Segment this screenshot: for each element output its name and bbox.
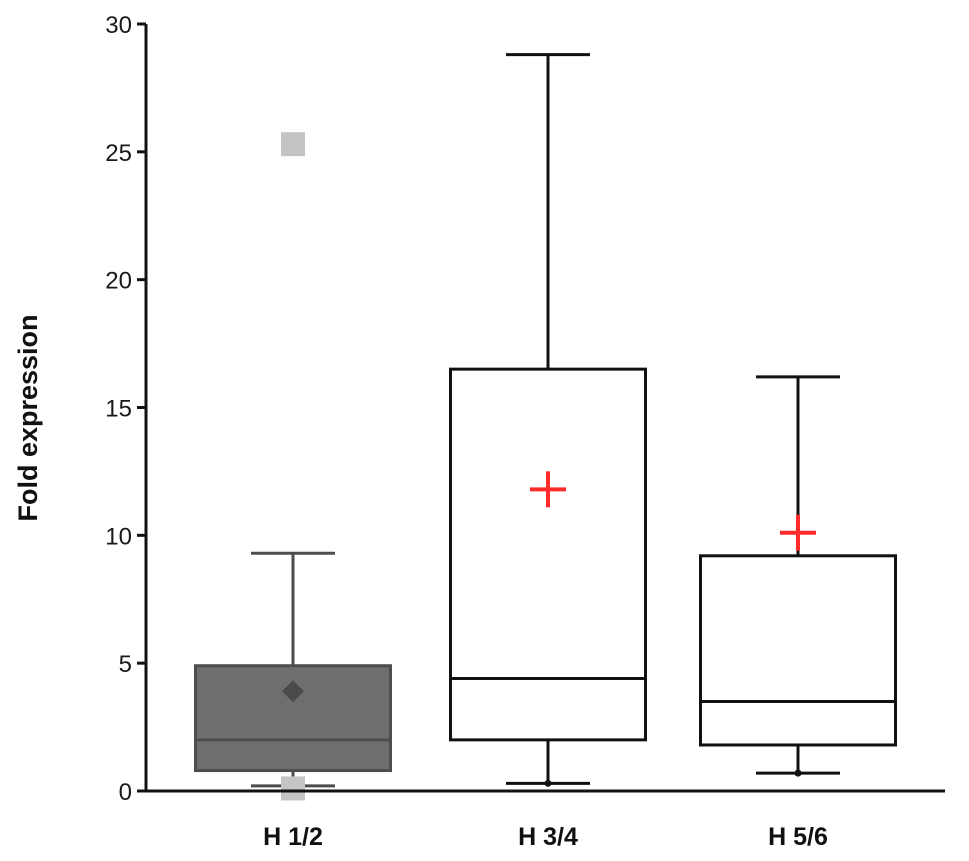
- mean-marker: [530, 471, 566, 508]
- y-tick-label: 5: [119, 651, 132, 678]
- mean-marker: [780, 514, 816, 551]
- whisker-end-point: [794, 769, 802, 777]
- y-tick-label: 25: [105, 140, 132, 167]
- outlier-point: [281, 132, 305, 157]
- x-category-label: H 3/4: [518, 823, 578, 851]
- box-iqr: [449, 367, 647, 742]
- mean-marker: [282, 680, 304, 703]
- outlier-point: [281, 776, 305, 801]
- y-tick-label: 30: [105, 12, 132, 39]
- box-plot-series: [194, 53, 897, 801]
- y-tick-label: 0: [119, 779, 132, 806]
- x-category-label: H 1/2: [263, 823, 323, 851]
- box-group: [699, 375, 897, 777]
- box-iqr: [699, 554, 897, 747]
- y-axis-ticks: 0 5 10 15 20 25 30: [105, 12, 146, 806]
- y-axis-title: Fold expression: [13, 314, 43, 521]
- box-group: [194, 132, 392, 801]
- y-tick-label: 15: [105, 396, 132, 423]
- box-group: [449, 53, 647, 787]
- y-tick-label: 20: [105, 268, 132, 295]
- x-category-label: H 5/6: [768, 823, 828, 851]
- whisker-end-point: [544, 779, 552, 787]
- x-axis-category-labels: H 1/2 H 3/4 H 5/6: [263, 823, 828, 851]
- y-tick-label: 10: [105, 523, 132, 550]
